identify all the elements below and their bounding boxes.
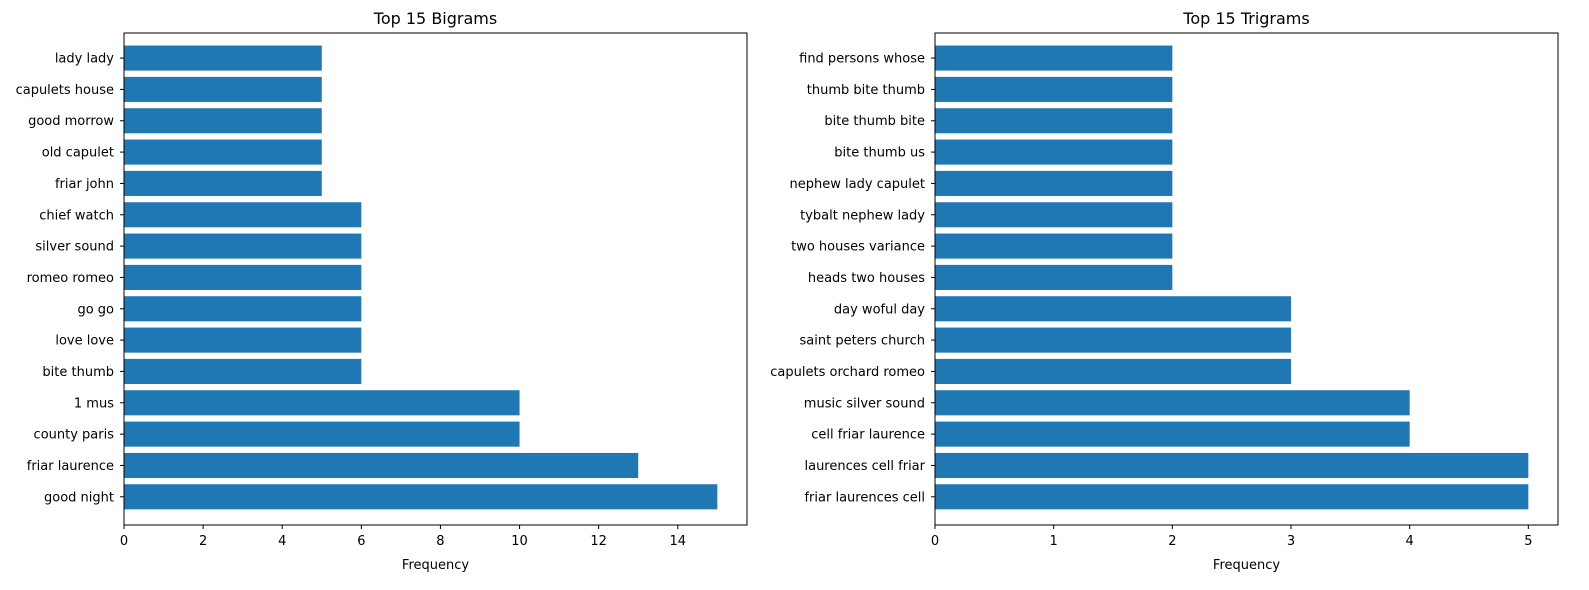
bigram-bar xyxy=(124,45,322,71)
trigram-bar xyxy=(935,484,1529,510)
trigram-bar xyxy=(935,233,1173,259)
trigram-bar xyxy=(935,327,1291,353)
bigram-category-label: good morrow xyxy=(28,114,114,129)
trigram-bar xyxy=(935,139,1173,165)
bigram-xtick-label: 12 xyxy=(590,534,607,549)
bigram-xtick-label: 6 xyxy=(357,534,365,549)
trigram-xtick-label: 2 xyxy=(1168,534,1176,549)
bigram-bar xyxy=(124,484,718,510)
bigram-bar xyxy=(124,108,322,134)
bigram-bar xyxy=(124,233,362,259)
bigram-bar xyxy=(124,452,639,478)
bigram-category-label: friar laurence xyxy=(27,459,114,474)
bigram-bar xyxy=(124,202,362,228)
bigram-category-label: lady lady xyxy=(55,52,114,67)
trigram-bar xyxy=(935,296,1291,322)
trigram-xtick-label: 0 xyxy=(931,534,939,549)
trigram-axes-frame xyxy=(934,32,1559,526)
trigram-chart-title: Top 15 Trigrams xyxy=(1182,9,1309,28)
bigram-x-axis-label: Frequency xyxy=(402,558,469,573)
bigram-bar xyxy=(124,76,322,102)
trigram-category-label: bite thumb bite xyxy=(824,114,925,129)
trigram-category-label: friar laurences cell xyxy=(804,490,925,505)
trigram-category-label: two houses variance xyxy=(791,240,925,255)
bigram-bar xyxy=(124,327,362,353)
bigram-category-label: friar john xyxy=(55,177,114,192)
bigram-chart-title: Top 15 Bigrams xyxy=(373,9,497,28)
trigram-category-label: cell friar laurence xyxy=(811,428,925,443)
bigram-bar xyxy=(124,264,362,290)
trigram-bar xyxy=(935,108,1173,134)
trigram-bar xyxy=(935,170,1173,196)
bigram-category-label: capulets house xyxy=(16,83,114,98)
trigram-category-label: music silver sound xyxy=(804,396,925,411)
trigram-category-label: nephew lady capulet xyxy=(790,177,925,192)
trigram-category-label: laurences cell friar xyxy=(804,459,925,474)
trigram-bar xyxy=(935,45,1173,71)
bigrams-chart: good night friar laurence county paris 1 mu… xyxy=(16,9,748,573)
trigram-x-axis-label: Frequency xyxy=(1213,558,1280,573)
bigram-bar xyxy=(124,170,322,196)
trigram-bar xyxy=(935,452,1529,478)
bigram-bar xyxy=(124,390,520,416)
bigram-xtick-label: 0 xyxy=(120,534,128,549)
trigram-xtick-label: 3 xyxy=(1287,534,1295,549)
bigram-bar xyxy=(124,296,362,322)
trigram-xtick-label: 4 xyxy=(1406,534,1414,549)
bigram-xtick-label: 2 xyxy=(199,534,207,549)
bigram-category-label: county paris xyxy=(34,428,115,443)
trigram-xtick-label: 5 xyxy=(1524,534,1532,549)
bigram-bar xyxy=(124,421,520,447)
trigram-bar xyxy=(935,264,1173,290)
bigram-axes-frame xyxy=(123,32,748,526)
bigram-bar xyxy=(124,358,362,384)
trigram-category-label: heads two houses xyxy=(808,271,925,286)
trigram-xtick-label: 1 xyxy=(1050,534,1058,549)
bigram-xtick-label: 10 xyxy=(511,534,528,549)
trigram-category-label: thumb bite thumb xyxy=(807,83,925,98)
trigram-category-label: capulets orchard romeo xyxy=(770,365,925,380)
trigram-category-label: bite thumb us xyxy=(834,146,925,161)
trigram-bar xyxy=(935,202,1173,228)
trigram-category-label: find persons whose xyxy=(799,52,925,67)
bigram-category-label: bite thumb xyxy=(42,365,114,380)
bigram-category-label: go go xyxy=(77,302,114,317)
trigram-category-label: tybalt nephew lady xyxy=(800,208,925,223)
bigram-category-label: silver sound xyxy=(35,240,114,255)
bigram-category-label: romeo romeo xyxy=(27,271,114,286)
trigram-category-label: saint peters church xyxy=(800,334,926,349)
trigram-bar xyxy=(935,76,1173,102)
bigram-xtick-label: 14 xyxy=(670,534,687,549)
bigram-bar xyxy=(124,139,322,165)
trigrams-chart: friar laurences cell laurences cell friar… xyxy=(770,9,1559,573)
trigram-category-label: day woful day xyxy=(834,302,925,317)
trigram-bar xyxy=(935,421,1410,447)
trigram-bar xyxy=(935,358,1291,384)
bigram-category-label: chief watch xyxy=(39,208,114,223)
bigram-category-label: old capulet xyxy=(42,146,114,161)
bigram-xtick-label: 4 xyxy=(278,534,286,549)
bigram-category-label: love love xyxy=(55,334,114,349)
bigram-xtick-label: 8 xyxy=(436,534,444,549)
trigram-bar xyxy=(935,390,1410,416)
bigram-category-label: good night xyxy=(44,490,114,505)
bigram-category-label: 1 mus xyxy=(74,396,114,411)
